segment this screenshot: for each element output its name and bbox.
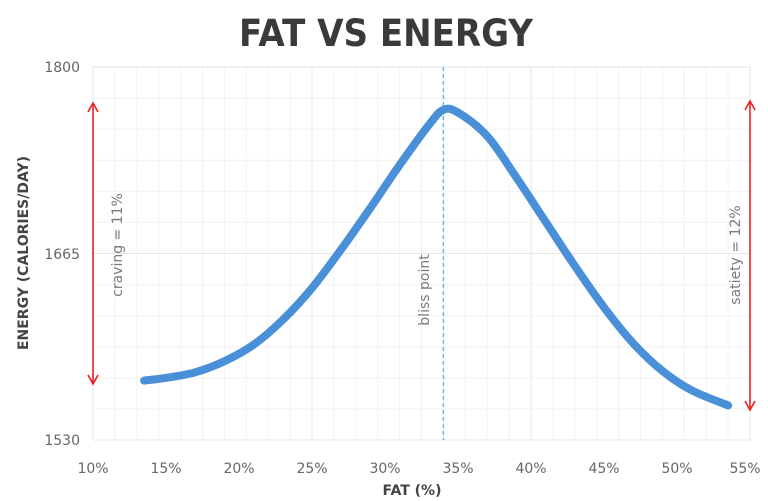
x-tick: 45% <box>588 461 619 477</box>
energy-curve <box>140 104 733 410</box>
x-axis-title: FAT (%) <box>383 483 442 499</box>
x-ticks: 10% 15% 20% 25% 30% 35% 40% 45% 50% 55% <box>77 461 760 477</box>
x-tick: 40% <box>515 461 546 477</box>
satiety-arrow <box>744 99 756 412</box>
satiety-label: satiety = 12% <box>728 205 744 304</box>
y-tick-1665: 1665 <box>44 247 80 263</box>
y-tick-1800: 1800 <box>44 60 80 76</box>
x-tick: 10% <box>77 461 108 477</box>
bliss-point-label: bliss point <box>417 254 433 326</box>
craving-label: craving = 11% <box>110 193 126 297</box>
y-axis-title: ENERGY (CALORIES/DAY) <box>16 156 32 350</box>
x-tick: 50% <box>661 461 692 477</box>
x-tick: 55% <box>729 461 760 477</box>
chart-title: FAT VS ENERGY <box>239 12 533 55</box>
x-tick: 20% <box>223 461 254 477</box>
x-tick: 35% <box>442 461 473 477</box>
craving-arrow <box>87 101 99 386</box>
y-tick-1530: 1530 <box>44 433 80 449</box>
x-tick: 25% <box>296 461 327 477</box>
x-tick: 15% <box>150 461 181 477</box>
gridlines <box>92 66 751 441</box>
x-tick: 30% <box>369 461 400 477</box>
